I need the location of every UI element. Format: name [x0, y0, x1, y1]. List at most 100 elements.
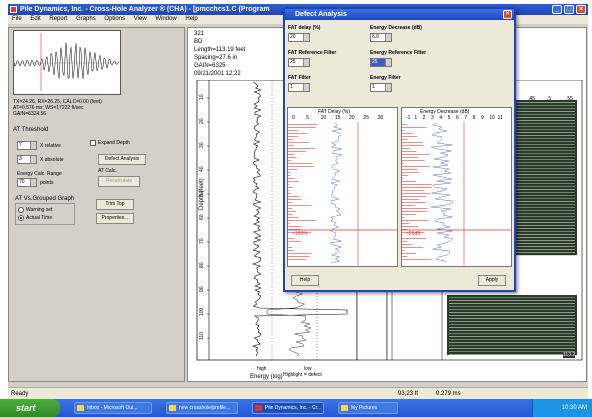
menu-file[interactable]: File — [12, 16, 22, 22]
defect-bar — [288, 259, 306, 260]
menu-graphs[interactable]: Graphs — [76, 16, 96, 22]
pile-gain: GAIN=6325 — [194, 63, 226, 69]
relative-threshold-spinner[interactable]: 7 — [17, 141, 37, 150]
plot-tick-label: 30 — [377, 115, 384, 121]
defect-bar — [402, 235, 403, 236]
defect-bar — [402, 229, 408, 230]
task-my-pictures[interactable]: My Pictures — [338, 402, 398, 414]
defect-bar — [288, 250, 294, 251]
defect-bar — [288, 160, 292, 161]
energy-ref-filter-spinner[interactable]: 25 — [370, 58, 392, 67]
defect-bar — [402, 193, 430, 194]
properties-button[interactable]: Properties... — [96, 213, 134, 224]
app-title: Pile Dynamics, Inc. - Cross-Hole Analyze… — [20, 6, 270, 13]
task-cha-app[interactable]: Pile Dynamics, Inc. - Cr... — [252, 402, 324, 414]
actual-time-radio[interactable] — [18, 215, 24, 221]
defect-bar — [288, 253, 312, 254]
pile-spacing: Spacing=27.6 in — [194, 55, 238, 61]
defect-bar — [288, 163, 313, 164]
energy-filter-spinner[interactable]: 1 — [370, 83, 392, 92]
defect-bar — [288, 226, 302, 227]
menu-edit[interactable]: Edit — [30, 16, 41, 22]
menu-report[interactable]: Report — [49, 16, 68, 22]
absolute-threshold-spinner[interactable]: 3 — [17, 155, 37, 164]
status-text: Ready — [11, 391, 29, 397]
plot-tick-label: 8 — [472, 115, 476, 121]
waterfall-stripe — [449, 342, 575, 343]
waterfall-stripe — [449, 318, 575, 319]
defect-bar — [288, 130, 298, 131]
defect-bar — [402, 259, 432, 260]
plot-tick-label: -1 — [406, 115, 411, 121]
apply-button[interactable]: Apply — [478, 275, 506, 286]
plot-tick-label: 3 — [431, 115, 434, 121]
app-icon — [255, 405, 262, 411]
defect-bar — [402, 256, 408, 257]
close-button[interactable]: × — [576, 5, 586, 14]
defect-bar — [288, 157, 297, 158]
energy-calc-spinner[interactable]: 70 — [17, 178, 37, 187]
menu-view[interactable]: View — [133, 16, 147, 22]
maximize-button[interactable]: □ — [564, 5, 574, 14]
defect-bar — [402, 133, 414, 134]
defect-bar — [288, 166, 315, 167]
right-tick-2: .55 — [566, 96, 573, 102]
defect-bar — [288, 178, 296, 179]
fat-ref-filter-spinner[interactable]: 25 — [288, 58, 310, 67]
defect-bar — [402, 244, 413, 245]
waterfall-stripe — [449, 297, 575, 298]
plot-tick-label: 10 — [320, 115, 327, 121]
task-crosshole-folder[interactable]: new crosshole/profile... — [166, 402, 238, 414]
right-tick-1: .5 — [547, 96, 552, 102]
pile-info-box: 321 BD Length=113.19 feet Spacing=27.6 i… — [194, 30, 284, 80]
energy-decrease-spinner[interactable]: 6.0 — [370, 33, 392, 42]
plot-tick-label: 20 — [349, 115, 355, 121]
minimize-button[interactable]: _ — [552, 5, 562, 14]
recalculate-button[interactable]: Recalculate — [98, 176, 140, 187]
menu-help[interactable]: Help — [185, 16, 198, 22]
at-threshold-label: AT Threshold — [13, 127, 49, 133]
folder-icon — [169, 405, 176, 411]
defect-bar — [288, 148, 316, 149]
defect-bar — [402, 226, 419, 227]
waveform-display — [13, 30, 121, 95]
energy-ref-filter-label: Energy Reference Filter — [370, 50, 427, 56]
actual-time-label: Actual Time — [26, 215, 53, 221]
defect-bar — [288, 142, 310, 143]
readout-line-3: GAIN=6324.56 — [13, 111, 47, 117]
defect-bar — [402, 196, 427, 197]
task-outlook[interactable]: Inbox - Microsoft Out... — [74, 402, 152, 414]
plot-tick-label: 0 — [292, 115, 295, 121]
defect-bar — [288, 211, 296, 212]
defect-bar — [288, 127, 316, 128]
help-button[interactable]: Help — [291, 275, 319, 286]
defect-analysis-button[interactable]: Defect Analysis — [98, 154, 146, 165]
defect-bar — [402, 154, 430, 155]
menu-options[interactable]: Options — [104, 16, 126, 22]
start-button[interactable]: start — [0, 399, 60, 417]
waterfall-stripe — [449, 351, 575, 352]
menu-window[interactable]: Window — [155, 16, 177, 22]
folder-icon — [341, 405, 348, 411]
defect-bar — [288, 199, 302, 200]
energy-plot-title: Energy Decrease (dB) — [420, 109, 470, 115]
defect-bar — [288, 139, 293, 140]
at-vs-group-label: AT Vs.Grouped Graph — [15, 196, 75, 202]
defect-bar — [402, 211, 427, 212]
waterfall-stripe — [449, 306, 575, 307]
defect-bar — [288, 208, 293, 209]
fat-delay-spinner[interactable]: 20 — [288, 33, 310, 42]
defect-bar — [402, 223, 410, 224]
system-tray: 10:30 AM — [532, 399, 592, 417]
fat-filter-spinner[interactable]: 1 — [288, 83, 310, 92]
dialog-close-button[interactable]: × — [503, 10, 512, 19]
defect-bar — [402, 127, 427, 128]
defect-bar — [402, 166, 430, 167]
trim-top-button[interactable]: Trim Top — [96, 199, 134, 210]
expand-depth-checkbox[interactable] — [90, 140, 96, 146]
plot-tick-label: 2 — [422, 115, 426, 121]
plot-tick-label: 5 — [306, 115, 310, 121]
warning-set-radio[interactable] — [18, 207, 24, 213]
pile-id: 321 — [194, 31, 205, 37]
energy-plot-graph — [402, 122, 511, 266]
